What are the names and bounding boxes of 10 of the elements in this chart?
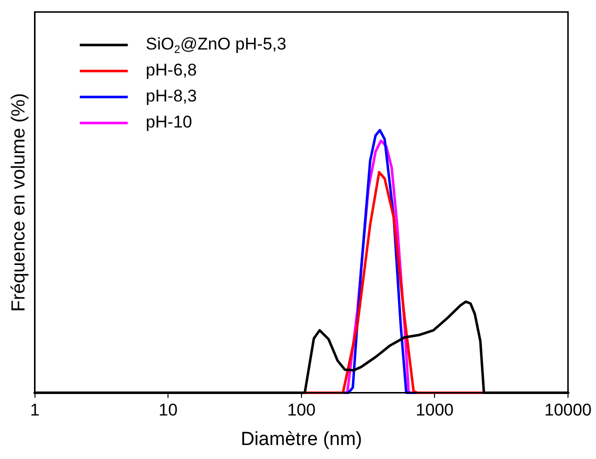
x-tick-label: 1000 bbox=[416, 400, 454, 420]
x-tick-label: 100 bbox=[287, 400, 316, 420]
y-axis-title: Fréquence en volume (%) bbox=[8, 93, 30, 312]
x-tick-label: 1 bbox=[30, 400, 40, 420]
x-tick-label: 10000 bbox=[544, 400, 592, 420]
legend-label: pH-6,8 bbox=[146, 60, 197, 80]
legend-label: pH-8,3 bbox=[146, 86, 197, 106]
x-axis-title: Diamètre (nm) bbox=[240, 428, 362, 450]
legend-label: pH-10 bbox=[146, 112, 192, 132]
x-tick-label: 10 bbox=[158, 400, 178, 420]
